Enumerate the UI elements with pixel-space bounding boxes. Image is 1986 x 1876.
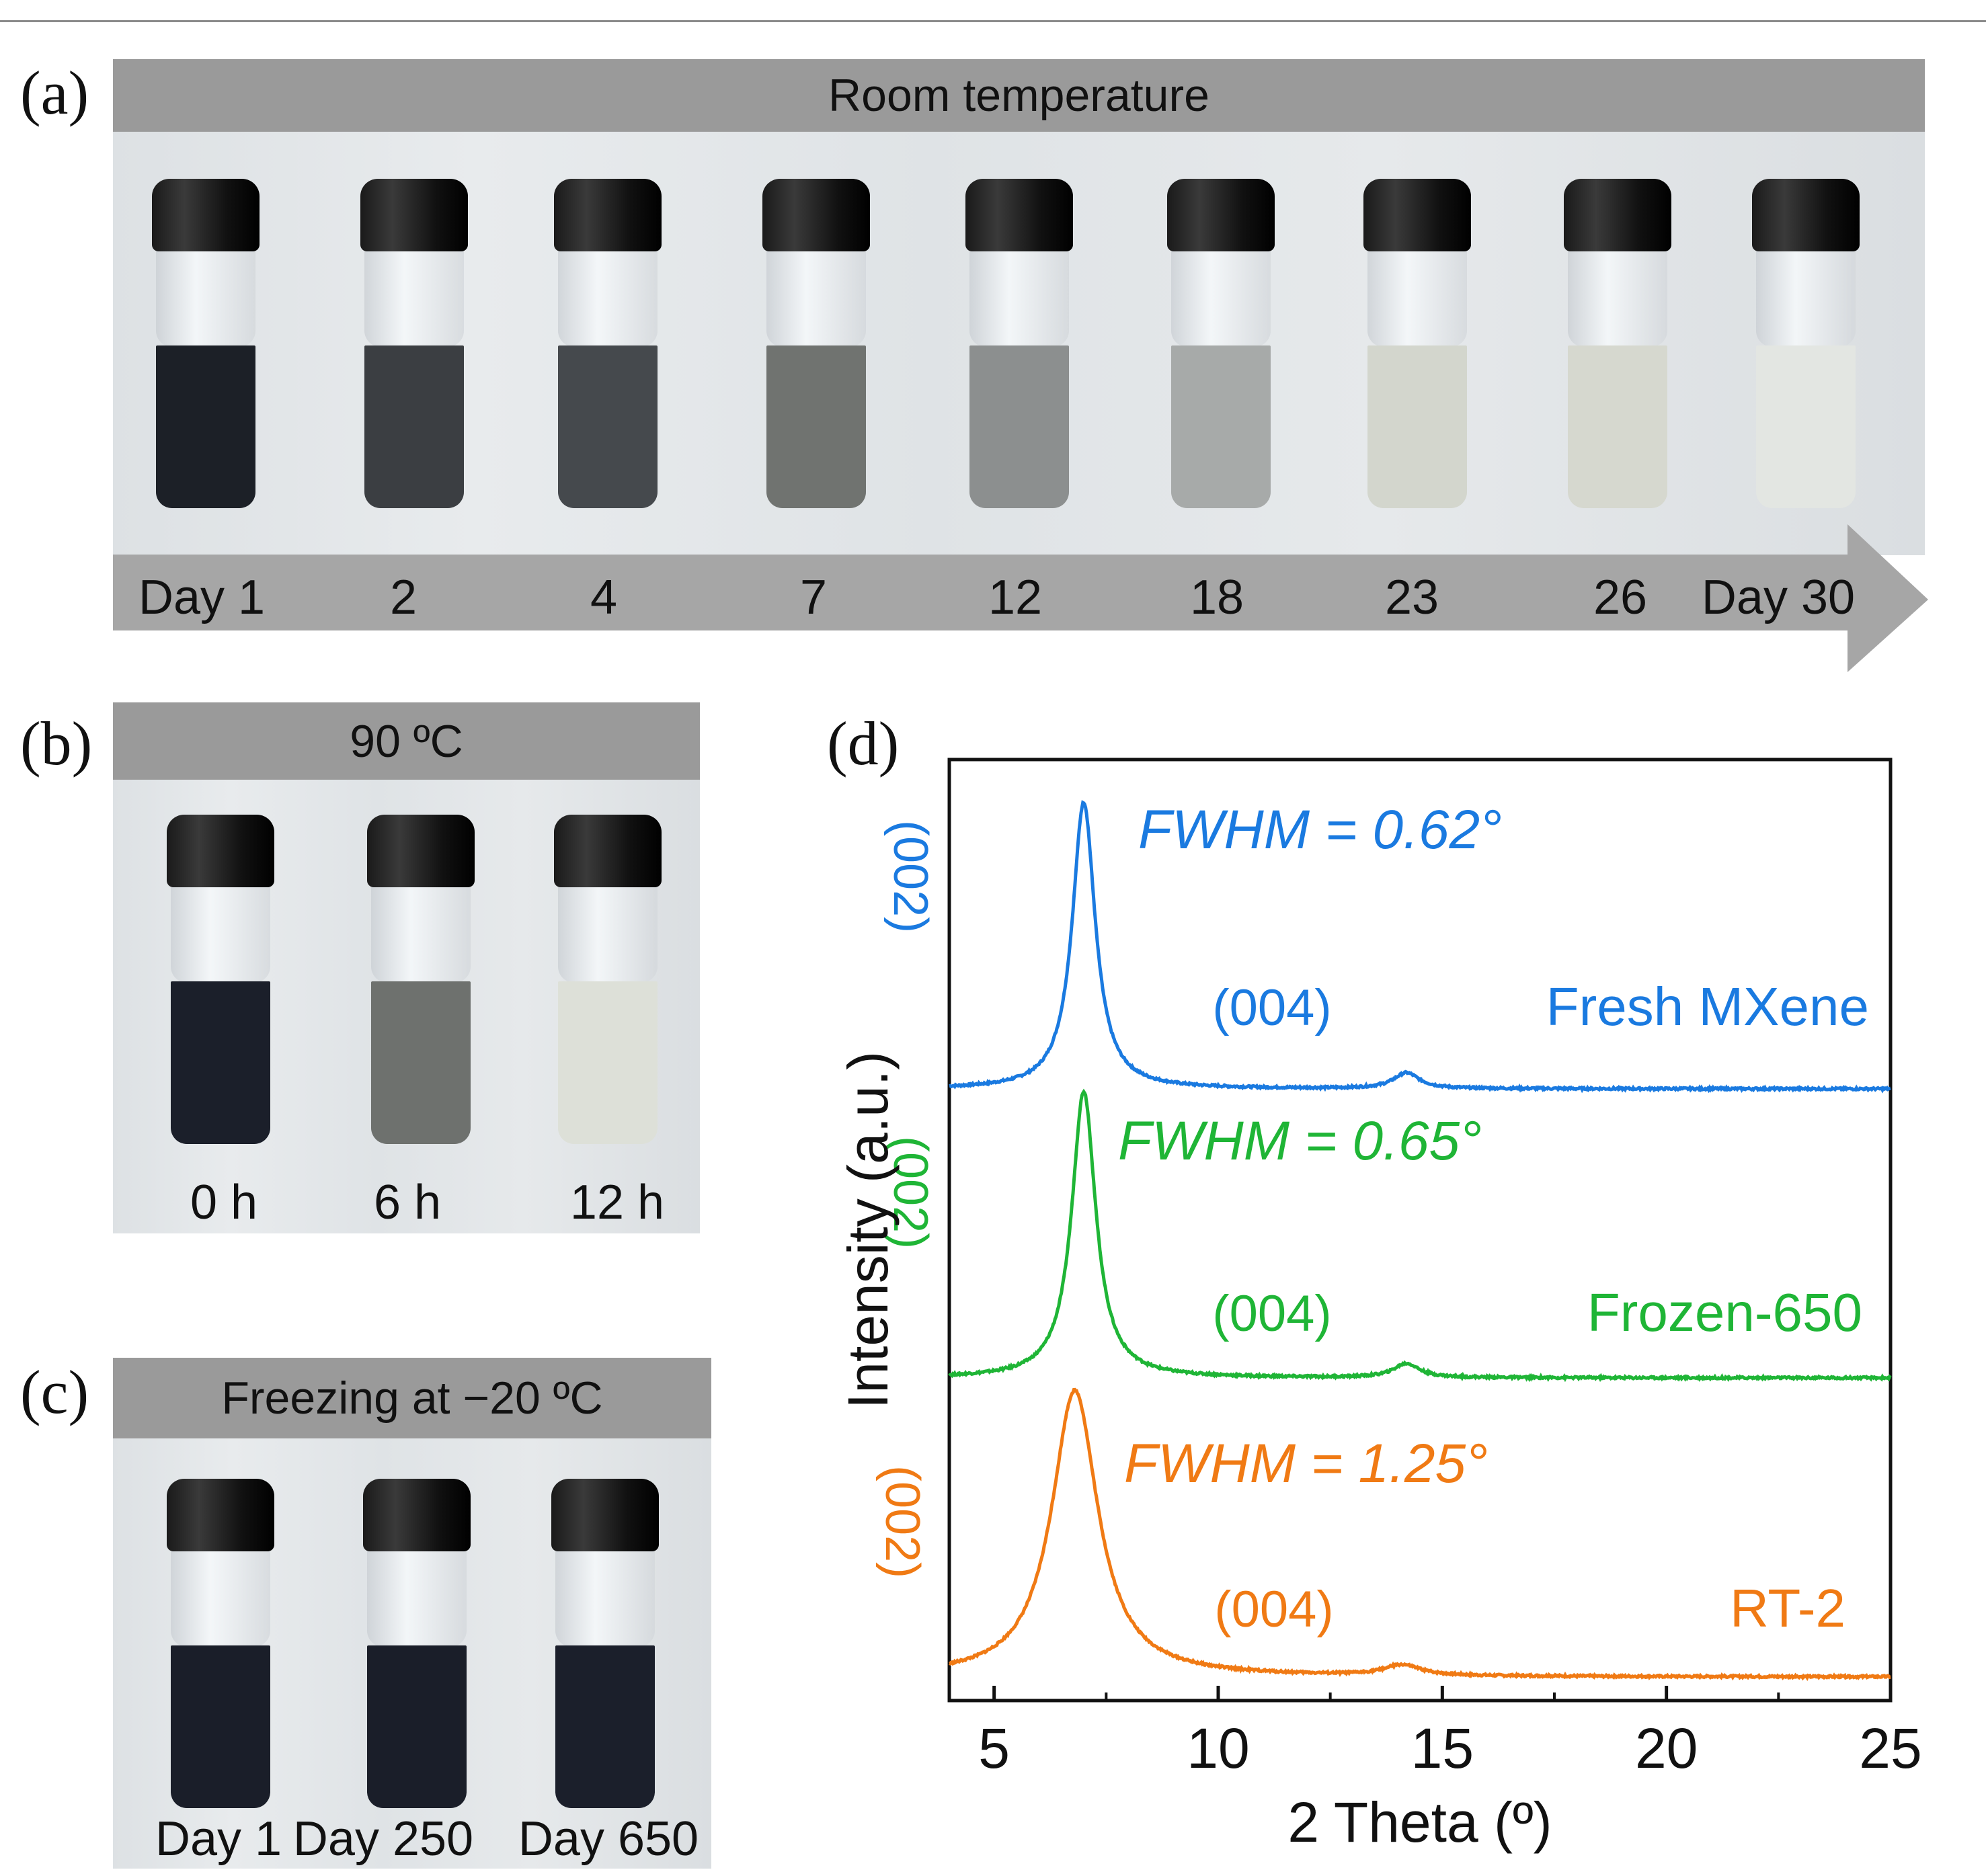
vial-c-3 [551,1479,659,1808]
vial-a-1 [152,179,260,508]
vial-cap [554,179,662,251]
vial-cap [554,815,662,887]
top-rule [0,20,1986,22]
vial-label-a-6: 18 [1189,571,1244,624]
xrd-line-1 [948,1088,1892,1383]
vial-c-1 [167,1479,274,1808]
vial-label-c-3: Day 650 [518,1812,699,1866]
vial-liquid [364,345,464,508]
vial-cap [1564,179,1671,251]
panel-a-banner: Room temperature [113,59,1925,132]
vial-label-a-9: Day 30 [1701,571,1856,624]
vial-label-a-3: 4 [590,571,618,624]
vial-cap [363,1479,471,1551]
xrd-series-name-1: Frozen-650 [1587,1282,1862,1342]
xrd-series-group: FWHM = 0.62° (002) (004) Fresh MXene FWHM = … [875,799,1892,1681]
xrd-x-tick-label: 20 [1635,1717,1698,1780]
vial-liquid [1367,345,1467,508]
vial-cap [551,1479,659,1551]
vial-a-5 [965,179,1073,508]
vial-cap [167,1479,274,1551]
xrd-peak-label-004-1: (004) [1212,1285,1331,1342]
vial-a-9 [1752,179,1860,508]
panel-b-photo [113,780,700,1233]
panel-c-letter: (c) [20,1358,89,1426]
xrd-fwhm-label-1: FWHM = 0.65° [1118,1110,1482,1172]
vial-a-3 [554,179,662,508]
vial-liquid [371,981,471,1144]
vial-label-c-1: Day 1 [155,1812,282,1866]
vial-a-6 [1167,179,1275,508]
xrd-line-0 [949,800,1891,1094]
vial-label-a-5: 12 [988,571,1043,624]
panel-c-photo [113,1438,711,1869]
vial-liquid [367,1645,467,1808]
vial-liquid [558,981,658,1144]
panel-c-banner: Freezing at −20 ºC [113,1358,711,1438]
xrd-x-axis-label: 2 Theta (º) [1287,1791,1552,1854]
vial-label-a-4: 7 [799,571,828,624]
xrd-peak-label-002-1: (002) [883,1136,937,1249]
panel-b-letter: (b) [20,709,93,778]
vial-cap [167,815,274,887]
xrd-x-tick-label: 10 [1187,1717,1249,1780]
vial-c-2 [363,1479,471,1808]
vial-a-4 [762,179,870,508]
xrd-x-tick-label: 5 [978,1717,1010,1780]
vial-liquid [171,1645,270,1808]
vial-label-a-2: 2 [389,571,418,624]
vial-cap [1167,179,1275,251]
vial-liquid [766,345,866,508]
xrd-series-name-0: Fresh MXene [1546,977,1869,1036]
xrd-fwhm-label-0: FWHM = 0.62° [1138,799,1502,860]
vial-a-8 [1564,179,1671,508]
vial-cap [152,179,260,251]
vial-cap [367,815,475,887]
panel-a-photo [113,132,1925,555]
vial-liquid [1568,345,1667,508]
vial-a-2 [360,179,468,508]
vial-label-a-1: Day 1 [138,571,266,624]
vial-liquid [171,981,270,1144]
vial-a-7 [1363,179,1471,508]
xrd-y-axis-label: Intensity (a.u.) [836,1051,900,1409]
xrd-peak-label-002-0: (002) [883,820,937,933]
vial-b-2 [367,815,475,1144]
vial-b-3 [554,815,662,1144]
vial-label-a-7: 23 [1384,571,1439,624]
vial-cap [762,179,870,251]
vial-label-c-2: Day 250 [292,1812,474,1866]
vial-liquid [555,1645,655,1808]
xrd-x-tick-label: 25 [1859,1717,1921,1780]
vial-cap [1752,179,1860,251]
vial-cap [1363,179,1471,251]
panel-a-time-arrow [113,524,1928,672]
vial-liquid [156,345,255,508]
panel-b-banner: 90 ºC [113,702,700,780]
vial-label-b-3: 12 h [569,1176,665,1229]
xrd-chart: FWHM = 0.62° (002) (004) Fresh MXene FWHM = … [836,758,1922,1854]
xrd-line-2 [949,1387,1891,1681]
xrd-series-name-2: RT-2 [1730,1578,1845,1638]
vial-cap [965,179,1073,251]
vial-label-b-2: 6 h [373,1176,442,1229]
vial-label-a-8: 26 [1593,571,1648,624]
vial-b-1 [167,815,274,1144]
vial-liquid [1171,345,1271,508]
vial-liquid [1756,345,1856,508]
panel-d-letter: (d) [827,709,900,778]
xrd-peak-label-002-2: (002) [875,1465,929,1578]
vial-cap [360,179,468,251]
vial-label-b-1: 0 h [190,1176,258,1229]
vial-liquid [558,345,658,508]
xrd-plot-frame [947,758,1893,1703]
xrd-peak-label-004-2: (004) [1214,1581,1333,1638]
xrd-x-tick-label: 15 [1411,1717,1474,1780]
vial-liquid [969,345,1069,508]
xrd-peak-label-004-0: (004) [1212,979,1331,1036]
xrd-fwhm-label-2: FWHM = 1.25° [1124,1433,1488,1494]
xrd-x-axis: 5 10 15 20 25 [978,1686,1922,1780]
panel-a-letter: (a) [20,58,89,127]
